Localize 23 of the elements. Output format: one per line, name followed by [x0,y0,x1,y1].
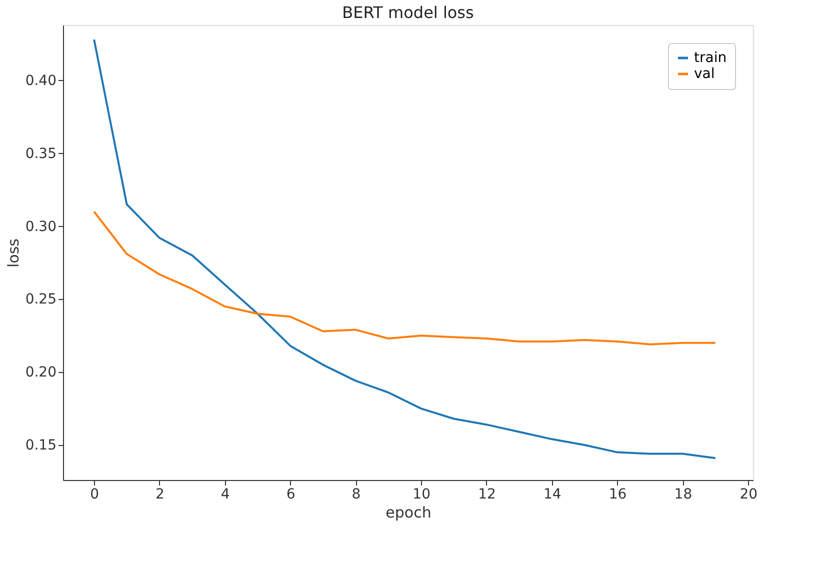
x-tick-label: 10 [412,486,430,502]
y-tick-label: 0.30 [25,218,56,235]
line-series [93,210,716,346]
y-tick-label: 0.20 [25,364,56,381]
x-tick-label: 18 [674,486,692,502]
x-tick-label: 6 [286,486,296,502]
legend-label: train [694,50,727,66]
x-tick-label: 20 [740,486,758,502]
y-tick-label: 0.15 [25,438,56,454]
x-tick-label: 14 [543,486,562,502]
y-tick-label: 0.25 [25,292,56,308]
x-tick-label: 4 [220,486,230,502]
x-tick-label: 0 [90,486,100,502]
y-axis-title: loss [4,238,22,268]
y-tick-label: 0.35 [25,146,56,162]
x-tick-label: 12 [478,486,496,502]
x-tick-label: 2 [156,486,164,502]
x-tick-label: 16 [608,486,627,502]
x-tick-label: 8 [352,486,361,502]
legend-label: val [694,66,715,82]
x-axis-title: epoch [386,504,432,522]
chart-title: BERT model loss [342,3,474,22]
y-tick-label: 0.40 [25,72,56,89]
